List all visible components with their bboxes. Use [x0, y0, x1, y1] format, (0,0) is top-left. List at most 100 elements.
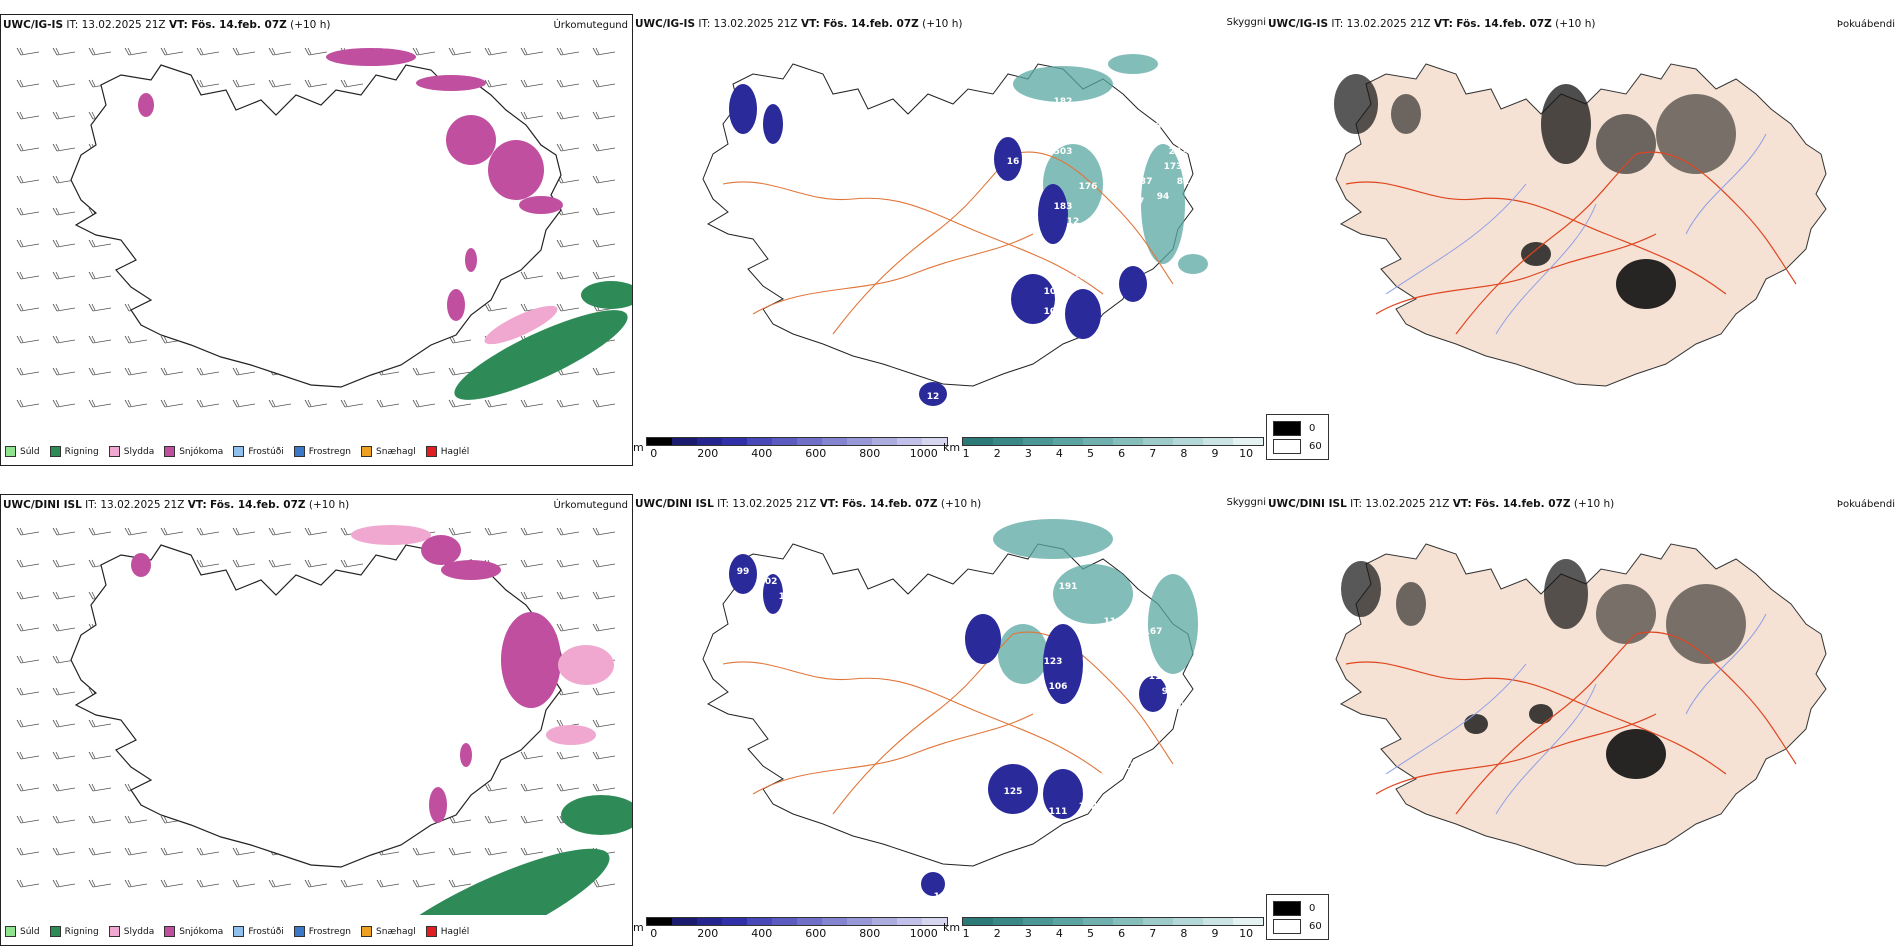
cloud-height-label: 107: [1024, 267, 1043, 277]
wind-barb: [592, 207, 616, 216]
wind-barb: [592, 751, 616, 760]
wind-barb: [88, 527, 112, 536]
cloud-height-label: 112: [1079, 802, 1098, 812]
colorbar-cell: [896, 918, 922, 925]
cloud-height-label: 63: [747, 137, 760, 147]
cloud-height-label: 27: [1122, 137, 1135, 147]
wind-barb: [196, 79, 220, 88]
wind-barb: [232, 47, 256, 56]
wind-barb: [124, 335, 148, 344]
colorbar-cell: [771, 438, 797, 445]
colorbar-tick-label: 3: [1024, 927, 1032, 940]
fog-key-row-low: 60: [1273, 437, 1322, 455]
colorbar-cell: [1233, 918, 1264, 925]
wind-barb: [16, 239, 40, 248]
cloud-height-label: 237: [1134, 177, 1153, 187]
legend-item-snow-pellets: Snæhagl: [361, 446, 416, 457]
cloud-height-label: 92: [1097, 632, 1110, 642]
legend-item-drizzle: Súld: [5, 446, 40, 457]
wind-barb: [448, 879, 472, 888]
colorbar-cell: [1023, 918, 1054, 925]
wind-barb: [16, 719, 40, 728]
wind-barb: [484, 815, 508, 824]
wind-barb: [520, 527, 544, 536]
legend-item-hail: Haglél: [425, 926, 469, 937]
cloud-height-label: 110: [779, 592, 798, 602]
wind-barb: [52, 47, 76, 56]
visibility-colorbar: km 1 2 3 4 5 6 7 8 9 10: [943, 437, 1265, 460]
colorbar-unit: m: [633, 921, 644, 934]
colorbar-unit: m: [633, 441, 644, 454]
cloud-height-label: 101: [1094, 772, 1113, 782]
wind-barb: [268, 399, 292, 408]
wind-barb: [268, 879, 292, 888]
wind-barb: [232, 367, 256, 376]
wind-barb: [52, 783, 76, 792]
colorbar-cell: [1143, 438, 1174, 445]
legend-swatch: [164, 926, 176, 937]
fog-key-row-low: 60: [1273, 917, 1322, 935]
wind-barb: [196, 879, 220, 888]
colorbar-cell: [1113, 438, 1144, 445]
wind-barb: [556, 303, 580, 312]
colorbar-cell: [846, 438, 872, 445]
wind-barb: [52, 815, 76, 824]
panel-title: Úrkomutegund: [553, 20, 628, 31]
legend-item-snow: Snjókoma: [164, 926, 223, 937]
wind-barb: [592, 783, 616, 792]
wind-barb: [448, 367, 472, 376]
wind-barb: [16, 271, 40, 280]
wind-barb: [124, 367, 148, 376]
wind-barb: [16, 47, 40, 56]
wind-barb: [16, 879, 40, 888]
wind-barb: [16, 655, 40, 664]
wind-barb: [16, 303, 40, 312]
wind-barb: [592, 175, 616, 184]
colorbar-cell: [746, 918, 772, 925]
wind-barb: [88, 815, 112, 824]
colorbar-unit: km: [943, 441, 961, 454]
colorbar-cell: [1203, 918, 1234, 925]
wind-barb: [520, 559, 544, 568]
wind-barb: [52, 111, 76, 120]
cloud-height-label: 125: [1004, 787, 1023, 797]
wind-barb: [16, 527, 40, 536]
wind-barb: [52, 847, 76, 856]
colorbar-cell: [871, 438, 897, 445]
legend-swatch: [5, 446, 16, 457]
precip-panel-top: UWC/IG-IS IT: 13.02.2025 21Z VT: Fös. 14…: [0, 14, 633, 466]
wind-barb: [592, 591, 616, 600]
colorbar-cell: [671, 438, 697, 445]
iceland-coastline: [70, 64, 562, 388]
wind-barb: [232, 879, 256, 888]
wind-barb: [16, 559, 40, 568]
road-network: [1345, 631, 1797, 815]
fog-map: [1334, 63, 1827, 387]
colorbar-cell: [771, 918, 797, 925]
wind-barb: [448, 47, 472, 56]
colorbar-tick-label: 10: [1239, 447, 1254, 460]
wind-barb: [340, 79, 364, 88]
fog-map: [1335, 543, 1827, 867]
precip-map: [16, 525, 632, 915]
panel-header: UWC/DINI ISL IT: 13.02.2025 21Z VT: Fös.…: [3, 499, 350, 511]
wind-barb: [556, 591, 580, 600]
legend-swatch: [5, 926, 16, 937]
wind-barb: [124, 815, 148, 824]
colorbar-tick-label: 4: [1055, 927, 1063, 940]
cloud-height-label: 10: [1127, 157, 1140, 167]
wind-barb: [268, 79, 292, 88]
legend-swatch: [49, 926, 61, 937]
wind-barb: [196, 559, 220, 568]
wind-barb: [52, 879, 76, 888]
wind-barb: [88, 303, 112, 312]
colorbar-tick-label: 8: [1180, 927, 1188, 940]
wind-barb: [340, 879, 364, 888]
legend-swatch: [233, 926, 245, 937]
wind-barb: [16, 175, 40, 184]
wind-barb: [52, 687, 76, 696]
colorbar-cells: [962, 437, 1265, 446]
fog-key-swatch-black: [1273, 900, 1301, 916]
